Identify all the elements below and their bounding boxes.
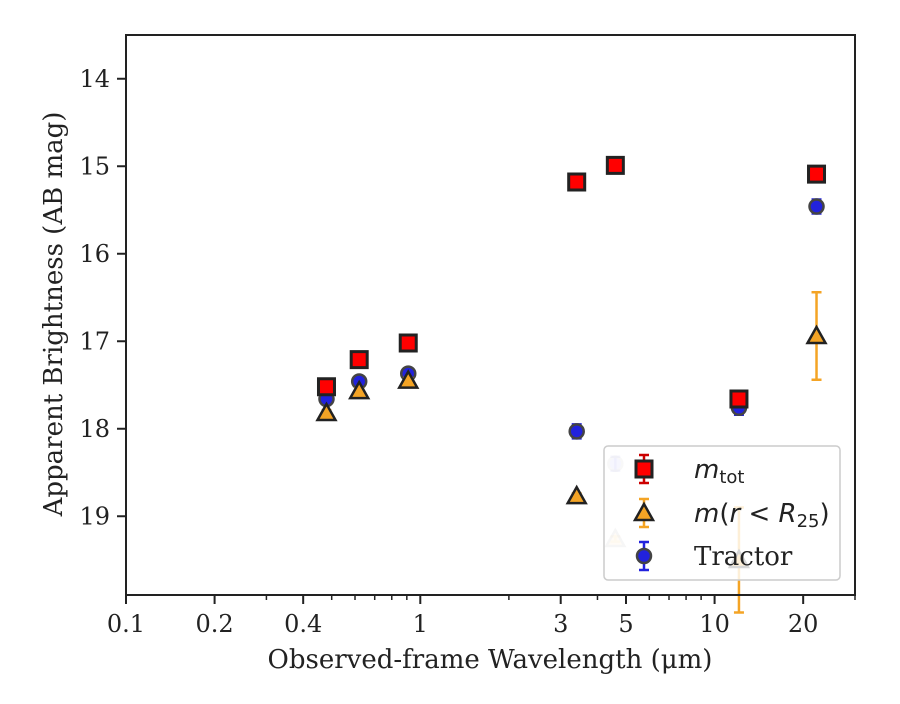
triangle-point [565,484,588,505]
y-tick-label: 15 [79,152,110,180]
y-axis-ticks: 14 15 16 17 18 19 [79,65,126,530]
plot-frame [125,34,856,596]
triangle-marker [315,401,338,422]
legend-entry [634,453,654,485]
square-point [567,172,587,192]
square-point [605,155,625,175]
legend-box [603,445,841,581]
y-axis-label: Apparent Brightness (AB mag) [39,112,69,518]
y-tick-label: 18 [79,415,110,443]
square-marker [398,333,418,353]
y-tick-label: 17 [79,327,110,355]
triangle-point [397,369,420,389]
square-marker [807,164,827,184]
square-marker [567,172,587,192]
legend-label-mtot: mtot [694,455,744,488]
y-tick-label: 14 [79,65,110,93]
x-tick-label: 20 [788,610,819,638]
circle-point [568,423,585,440]
square-point [807,164,827,184]
x-axis-ticks: 0.1 0.2 0.4 1 3 5 10 20 [107,595,856,638]
x-tick-label: 0.2 [196,610,234,638]
square-marker [349,350,369,370]
square-marker [316,377,336,397]
square-marker [605,155,625,175]
legend-label-mr25: m(r < R25) [694,499,830,532]
x-tick-label: 1 [413,610,428,638]
square-point [729,389,749,409]
circle-marker [568,423,585,440]
triangle-marker [348,379,371,400]
triangle-point [315,401,338,422]
circle-marker [808,198,825,215]
triangle-marker [565,484,588,505]
x-tick-label: 5 [618,610,633,638]
x-tick-label: 0.1 [107,610,145,638]
y-tick-label: 19 [79,502,110,530]
legend-square-marker [634,459,654,479]
legend-circle-marker [635,547,653,565]
legend: mtot m(r < R25) Tractor [603,445,841,581]
x-tick-label: 10 [699,610,730,638]
legend-label-tractor: Tractor [694,542,793,572]
triangle-marker [805,324,828,345]
square-marker [729,389,749,409]
triangle-point [805,291,828,381]
legend-entry [632,497,656,529]
x-axis-label: Observed-frame Wavelength (μm) [268,645,713,675]
legend-entry [635,540,653,572]
square-point [316,377,336,397]
x-tick-label: 3 [553,610,568,638]
circle-point [808,198,825,215]
y-tick-label: 16 [79,240,110,268]
square-point [398,333,418,353]
triangle-marker [397,369,420,389]
triangle-point [348,379,371,400]
x-tick-label: 0.4 [284,610,322,638]
legend-triangle-marker [632,501,656,522]
square-point [349,350,369,370]
